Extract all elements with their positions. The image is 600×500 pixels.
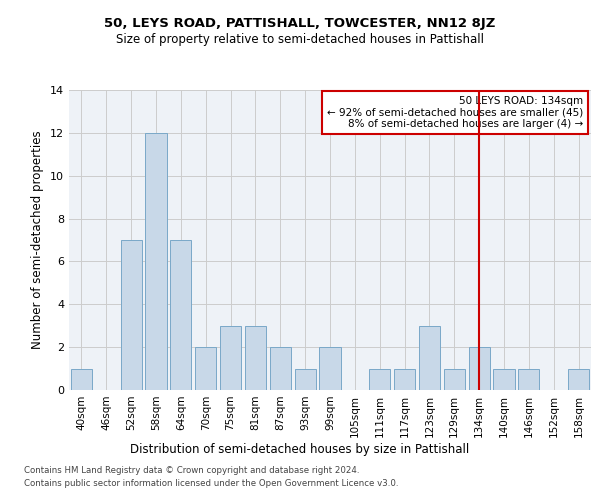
Bar — [220, 326, 241, 390]
Bar — [319, 347, 341, 390]
Bar — [195, 347, 216, 390]
Bar — [71, 368, 92, 390]
Bar — [394, 368, 415, 390]
Text: 50 LEYS ROAD: 134sqm
← 92% of semi-detached houses are smaller (45)
8% of semi-d: 50 LEYS ROAD: 134sqm ← 92% of semi-detac… — [327, 96, 583, 129]
Text: 50, LEYS ROAD, PATTISHALL, TOWCESTER, NN12 8JZ: 50, LEYS ROAD, PATTISHALL, TOWCESTER, NN… — [104, 18, 496, 30]
Text: Contains HM Land Registry data © Crown copyright and database right 2024.: Contains HM Land Registry data © Crown c… — [24, 466, 359, 475]
Bar — [121, 240, 142, 390]
Bar — [270, 347, 291, 390]
Bar — [444, 368, 465, 390]
Bar — [170, 240, 191, 390]
Bar — [419, 326, 440, 390]
Text: Contains public sector information licensed under the Open Government Licence v3: Contains public sector information licen… — [24, 478, 398, 488]
Bar — [369, 368, 390, 390]
Text: Size of property relative to semi-detached houses in Pattishall: Size of property relative to semi-detach… — [116, 32, 484, 46]
Bar — [245, 326, 266, 390]
Bar — [469, 347, 490, 390]
Bar — [568, 368, 589, 390]
Bar — [145, 133, 167, 390]
Bar — [295, 368, 316, 390]
Bar — [493, 368, 515, 390]
Bar — [518, 368, 539, 390]
Y-axis label: Number of semi-detached properties: Number of semi-detached properties — [31, 130, 44, 350]
Text: Distribution of semi-detached houses by size in Pattishall: Distribution of semi-detached houses by … — [130, 442, 470, 456]
